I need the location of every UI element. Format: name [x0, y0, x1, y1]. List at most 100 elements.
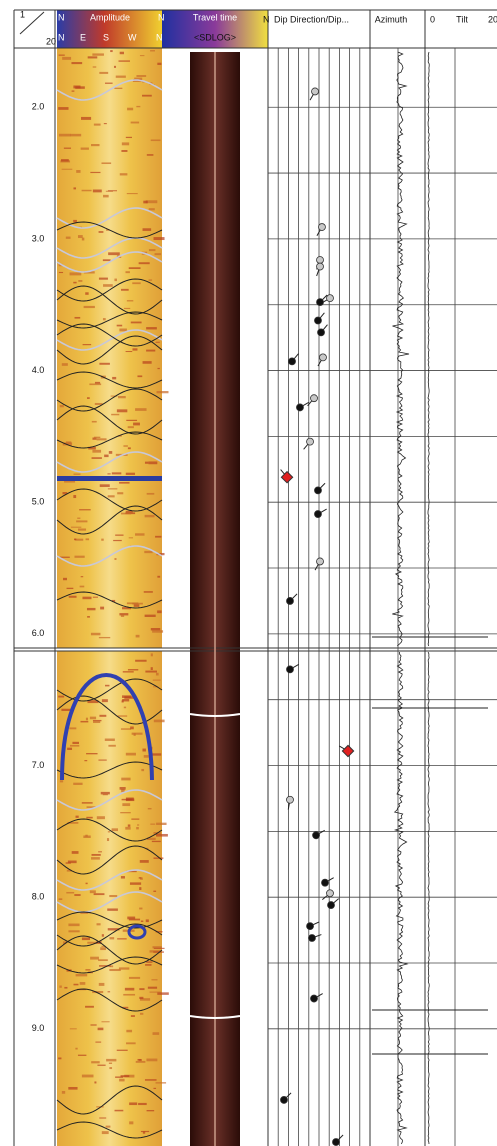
sinusoid [56, 79, 163, 101]
texture-streak [109, 937, 115, 940]
texture-streak [150, 653, 153, 657]
texture-streak [157, 62, 162, 65]
texture-streak [81, 802, 93, 804]
texture-streak [61, 1091, 66, 1094]
texture-streak [135, 634, 140, 638]
texture-streak [120, 614, 125, 617]
texture-streak [105, 684, 110, 687]
texture-streak [120, 812, 131, 814]
texture-streak [94, 402, 103, 405]
texture-streak [104, 454, 109, 458]
texture-streak [99, 714, 107, 717]
texture-streak [121, 142, 130, 146]
texture-streak [69, 272, 82, 276]
sinusoid [56, 451, 163, 473]
texture-streak [126, 300, 134, 302]
texture-streak [121, 700, 124, 703]
tadpole [311, 87, 319, 96]
texture-streak [111, 472, 122, 475]
tilt-curve [427, 51, 430, 1145]
tadpole [326, 294, 334, 303]
texture-streak [138, 877, 142, 879]
texture-streak [155, 341, 160, 343]
texture-streak [96, 941, 102, 944]
texture-streak [151, 753, 162, 756]
tadpole [312, 831, 320, 840]
texture-streak [98, 982, 105, 986]
texture-streak [100, 606, 105, 610]
texture-streak [125, 271, 130, 274]
y-tick-label: 5.0 [32, 497, 45, 507]
sinusoid [56, 935, 163, 965]
texture-streak [73, 473, 81, 475]
sinusoid [56, 911, 163, 929]
texture-streak [67, 821, 79, 824]
sinusoid [56, 329, 163, 351]
texture-streak [144, 514, 155, 518]
texture-streak [129, 1121, 134, 1125]
texture-streak [107, 190, 118, 192]
texture-streak [145, 200, 158, 204]
texture-streak [155, 672, 159, 676]
texture-streak [107, 473, 111, 475]
texture-streak [102, 318, 106, 321]
tadpole [319, 353, 327, 362]
texture-streak [98, 231, 104, 233]
texture-streak [146, 349, 156, 352]
texture-streak [87, 700, 99, 704]
texture-streak [119, 481, 130, 484]
texture-streak [85, 292, 89, 295]
texture-streak [109, 1067, 113, 1070]
tadpole [286, 795, 294, 804]
texture-streak [113, 65, 117, 68]
texture-streak [58, 898, 63, 900]
texture-streak [142, 228, 152, 231]
texture-streak [92, 189, 102, 193]
texture-streak [78, 280, 83, 282]
texture-streak [58, 107, 69, 110]
texture-streak [61, 708, 73, 711]
texture-streak [75, 973, 88, 977]
sinusoid [56, 761, 163, 779]
texture-streak [112, 376, 117, 380]
texture-streak [115, 534, 124, 536]
texture-streak [154, 253, 161, 256]
texture-streak [83, 305, 95, 309]
texture-streak [156, 833, 168, 837]
texture-streak [114, 1109, 124, 1112]
texture-streak [94, 1081, 97, 1084]
texture-streak [108, 744, 116, 747]
texture-streak [119, 51, 124, 55]
texture-streak [113, 539, 122, 542]
texture-streak [77, 235, 83, 239]
texture-streak [137, 375, 143, 378]
texture-streak [131, 732, 143, 735]
texture-streak [59, 780, 64, 783]
texture-streak [80, 147, 89, 150]
texture-streak [148, 279, 153, 281]
texture-streak [139, 998, 151, 1001]
texture-streak [76, 520, 88, 523]
texture-streak [67, 747, 73, 750]
sinusoid [56, 371, 163, 389]
tadpole [286, 665, 294, 674]
texture-streak [119, 787, 126, 790]
texture-streak [136, 826, 139, 830]
texture-streak [101, 162, 112, 165]
tadpole [280, 470, 294, 484]
texture-streak [106, 1058, 117, 1062]
texture-streak [73, 495, 77, 499]
texture-streak [116, 409, 128, 413]
texture-streak [146, 492, 155, 495]
texture-streak [121, 789, 125, 793]
texture-streak [64, 479, 76, 483]
texture-streak [148, 461, 158, 465]
texture-streak [151, 840, 161, 843]
texture-streak [145, 919, 149, 923]
texture-streak [116, 1049, 128, 1051]
sinusoid [56, 956, 163, 974]
texture-streak [100, 947, 106, 951]
texture-streak [91, 857, 100, 860]
texture-streak [61, 363, 68, 366]
texture-streak [93, 721, 101, 724]
